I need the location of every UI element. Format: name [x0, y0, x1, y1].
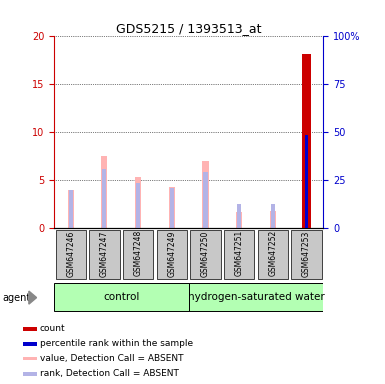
FancyBboxPatch shape — [189, 283, 323, 311]
Bar — [236, 212, 242, 228]
Text: GSM647249: GSM647249 — [167, 230, 176, 276]
Title: GDS5215 / 1393513_at: GDS5215 / 1393513_at — [116, 22, 261, 35]
FancyBboxPatch shape — [224, 230, 254, 279]
Text: value, Detection Call = ABSENT: value, Detection Call = ABSENT — [40, 354, 183, 363]
Text: GSM647252: GSM647252 — [268, 230, 277, 276]
Text: GSM647248: GSM647248 — [134, 230, 142, 276]
Bar — [270, 211, 276, 228]
Text: GSM647251: GSM647251 — [235, 230, 244, 276]
Bar — [169, 187, 175, 228]
Text: GSM647253: GSM647253 — [302, 230, 311, 276]
Bar — [237, 204, 241, 228]
Bar — [271, 204, 275, 228]
Text: hydrogen-saturated water: hydrogen-saturated water — [187, 291, 325, 302]
Bar — [203, 172, 208, 228]
Text: percentile rank within the sample: percentile rank within the sample — [40, 339, 192, 348]
Bar — [23, 357, 37, 360]
Bar — [23, 327, 37, 331]
Text: count: count — [40, 324, 65, 333]
Bar — [302, 54, 311, 228]
Bar — [68, 190, 74, 228]
Text: rank, Detection Call = ABSENT: rank, Detection Call = ABSENT — [40, 369, 178, 378]
Bar — [101, 157, 107, 228]
Bar — [102, 169, 106, 228]
Text: GSM647246: GSM647246 — [66, 230, 75, 276]
Bar — [135, 177, 141, 228]
FancyBboxPatch shape — [157, 230, 187, 279]
FancyBboxPatch shape — [123, 230, 153, 279]
Bar — [170, 188, 174, 228]
Bar — [136, 184, 140, 228]
FancyBboxPatch shape — [54, 283, 189, 311]
FancyBboxPatch shape — [55, 230, 86, 279]
Text: GSM647247: GSM647247 — [100, 230, 109, 276]
Bar — [23, 342, 37, 346]
Bar — [69, 190, 73, 228]
FancyBboxPatch shape — [258, 230, 288, 279]
Bar — [203, 161, 209, 228]
Polygon shape — [29, 291, 37, 304]
Text: control: control — [103, 291, 139, 302]
Bar — [23, 372, 37, 376]
FancyBboxPatch shape — [190, 230, 221, 279]
FancyBboxPatch shape — [291, 230, 322, 279]
Text: agent: agent — [2, 293, 30, 303]
FancyBboxPatch shape — [89, 230, 120, 279]
Text: GSM647250: GSM647250 — [201, 230, 210, 276]
Bar — [305, 136, 308, 228]
